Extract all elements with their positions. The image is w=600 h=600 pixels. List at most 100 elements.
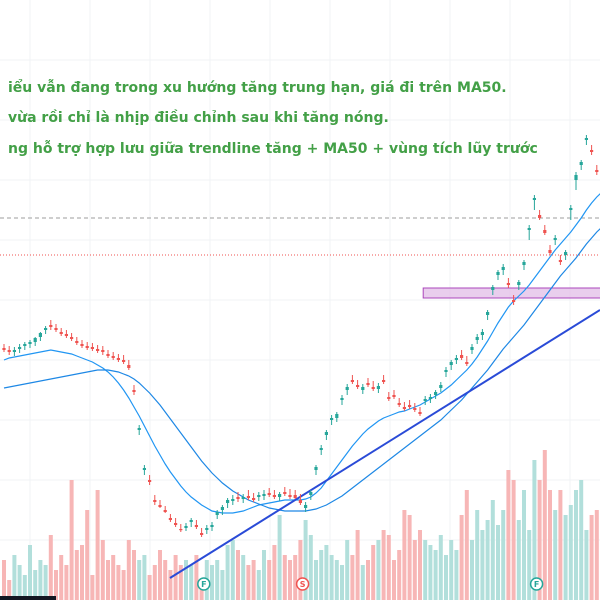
candle-body: [288, 495, 292, 497]
candle-body: [392, 395, 396, 397]
volume-bar: [277, 515, 282, 600]
candle-body: [475, 337, 479, 340]
candle-body: [558, 260, 562, 262]
candle-body: [496, 272, 500, 275]
candle-body: [80, 344, 84, 346]
volume-bar: [142, 555, 147, 600]
volume-bar: [189, 565, 194, 600]
candle-body: [428, 397, 432, 399]
candle-body: [18, 347, 22, 349]
candle-body: [439, 385, 443, 388]
note-line-2: vừa rồi chỉ là nhịp điều chỉnh sau khi t…: [8, 109, 389, 126]
volume-bar: [537, 480, 542, 600]
volume-bar: [485, 520, 490, 600]
candle-body: [272, 495, 276, 497]
volume-bar: [355, 530, 360, 600]
candle-body: [397, 403, 401, 405]
volume-bar: [366, 560, 370, 600]
note-line-3: ng hỗ trợ hợp lưu giữa trendline tăng + …: [8, 140, 538, 157]
candle-body: [480, 332, 484, 335]
candle-body: [64, 334, 68, 336]
candle-body: [314, 467, 318, 470]
candle-body: [241, 497, 245, 499]
volume-bar: [397, 550, 402, 600]
candle-body: [44, 328, 48, 330]
volume-bar: [412, 540, 417, 600]
candle-body: [2, 348, 6, 350]
candle-body: [137, 428, 141, 430]
volume-bar: [132, 550, 136, 600]
candle-body: [85, 346, 89, 348]
candle-body: [194, 525, 198, 527]
candle-body: [579, 162, 583, 165]
volume-bar: [85, 510, 90, 600]
volume-bar: [454, 550, 459, 600]
candle-body: [449, 362, 453, 365]
candle-body: [7, 350, 11, 352]
volume-bar: [7, 580, 12, 600]
uptrend-line[interactable]: [169, 309, 600, 579]
candle-body: [267, 493, 271, 495]
marker-label: S: [300, 580, 306, 589]
volume-bars: [2, 450, 599, 600]
candle-body: [246, 496, 250, 498]
volume-bar: [371, 545, 376, 600]
volume-bar: [407, 515, 412, 600]
volume-bar: [236, 550, 240, 600]
volume-bar: [168, 570, 173, 600]
trendline: [169, 309, 600, 579]
candle-body: [460, 355, 464, 358]
zone-rect: [422, 287, 600, 299]
candle-body: [59, 332, 63, 334]
volume-bar: [329, 555, 334, 600]
volume-bar: [319, 550, 324, 600]
candle-body: [387, 397, 391, 399]
candle-body: [402, 407, 406, 409]
volume-bar: [220, 570, 225, 600]
volume-bar: [584, 530, 589, 600]
candle-body: [158, 505, 162, 507]
candle-body: [132, 390, 136, 392]
volume-bar: [532, 460, 537, 600]
candle-body: [454, 358, 458, 360]
accumulation-zone[interactable]: [422, 287, 600, 299]
volume-bar: [256, 570, 261, 600]
candle-body: [283, 492, 287, 494]
volume-bar: [95, 490, 100, 600]
volume-bar: [579, 480, 584, 600]
volume-bar: [563, 515, 568, 600]
candle-body: [75, 341, 79, 343]
candle-body: [106, 354, 110, 356]
volume-bar: [501, 510, 506, 600]
candle-body: [538, 215, 542, 218]
candle-body: [569, 208, 573, 210]
candle-body: [226, 500, 230, 503]
volume-bar: [17, 565, 22, 600]
candle-body: [298, 500, 302, 503]
marker-label: F: [534, 580, 539, 589]
candle-body: [184, 526, 188, 528]
volume-bar: [418, 530, 422, 600]
volume-bar: [90, 575, 95, 600]
candle-body: [330, 418, 334, 420]
volume-bar: [433, 550, 438, 600]
volume-bar: [152, 565, 157, 600]
candle-body: [517, 282, 521, 285]
candle-body: [584, 138, 588, 140]
candle-body: [215, 512, 219, 515]
candle-body: [335, 414, 339, 418]
volume-bar: [386, 535, 391, 600]
volume-bar: [246, 565, 251, 600]
candle-body: [376, 386, 380, 389]
note-line-1: iểu vẫn đang trong xu hướng tăng trung h…: [8, 79, 507, 96]
candle-body: [465, 362, 469, 364]
volume-bar: [100, 540, 105, 600]
candle-body: [350, 380, 354, 382]
volume-bar: [449, 540, 454, 600]
candle-body: [340, 398, 344, 400]
volume-bar: [137, 560, 142, 600]
candle-body: [220, 507, 224, 510]
volume-bar: [568, 505, 573, 600]
moving-averages: [3, 193, 600, 514]
